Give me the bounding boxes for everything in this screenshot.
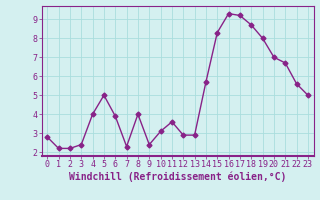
X-axis label: Windchill (Refroidissement éolien,°C): Windchill (Refroidissement éolien,°C) (69, 172, 286, 182)
